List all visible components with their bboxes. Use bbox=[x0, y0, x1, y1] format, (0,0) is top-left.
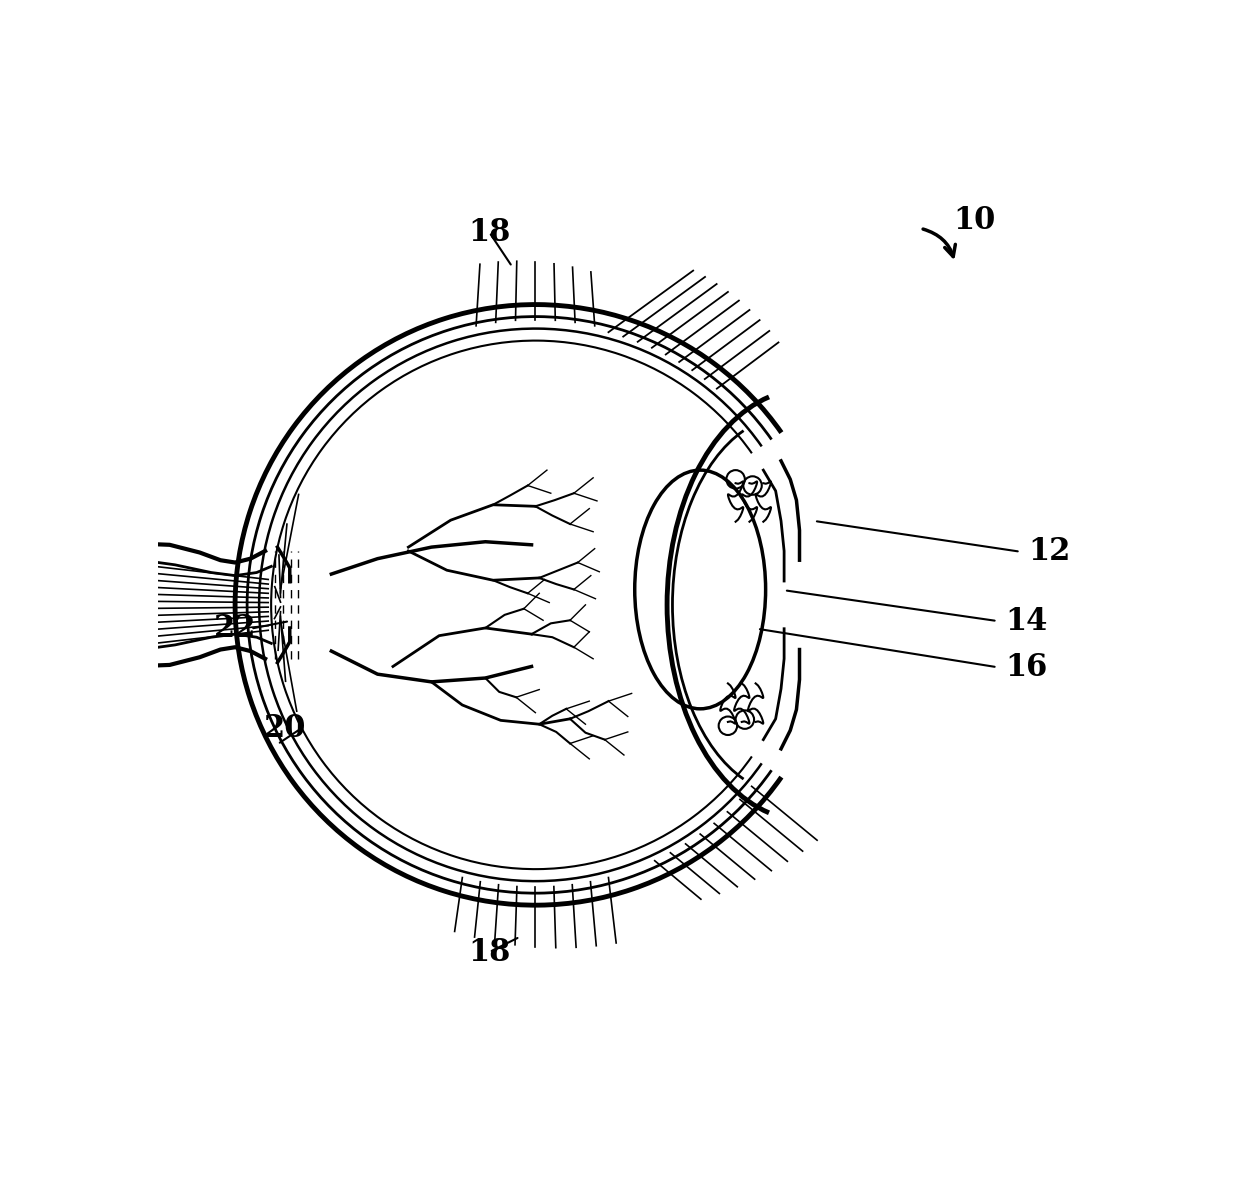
Text: 22: 22 bbox=[213, 613, 257, 644]
Text: 18: 18 bbox=[467, 217, 511, 248]
Text: 10: 10 bbox=[954, 205, 996, 236]
Text: 20: 20 bbox=[264, 713, 306, 745]
Text: 12: 12 bbox=[1028, 536, 1070, 567]
Text: 14: 14 bbox=[1006, 606, 1048, 637]
Text: 18: 18 bbox=[467, 936, 511, 967]
Text: 16: 16 bbox=[1006, 651, 1048, 682]
